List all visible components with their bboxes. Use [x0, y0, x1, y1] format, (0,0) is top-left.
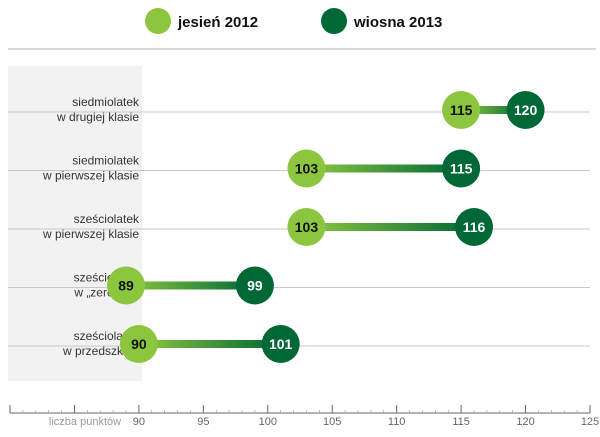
- point-spring: [506, 91, 545, 129]
- x-tick-label: 105: [323, 416, 341, 428]
- x-tick-label: 95: [197, 416, 209, 428]
- legend-marker-spring: [321, 8, 347, 34]
- category-label-line1: siedmiolatek: [72, 154, 140, 168]
- x-tick-label: 110: [388, 416, 406, 428]
- range-bar: [461, 106, 526, 114]
- x-tick-label: 120: [516, 416, 534, 428]
- point-spring: [442, 149, 481, 188]
- x-tick-label: 100: [259, 416, 277, 428]
- range-bar: [126, 281, 255, 290]
- value-label-autumn: 115: [450, 102, 473, 118]
- category-label-line2: w pierwszej klasie: [42, 227, 139, 241]
- range-bar: [306, 223, 474, 231]
- x-tick-label: 90: [133, 416, 145, 428]
- category-label-panel: [8, 66, 142, 381]
- value-label-spring: 115: [450, 161, 473, 177]
- x-tick-label: 115: [452, 416, 470, 428]
- point-spring: [455, 208, 493, 246]
- value-label-autumn: 89: [118, 278, 134, 294]
- point-spring: [261, 325, 300, 363]
- legend-label-autumn: jesień 2012: [177, 14, 258, 31]
- value-label-autumn: 103: [295, 219, 319, 235]
- legend: jesień 2012 wiosna 2013: [145, 8, 442, 34]
- x-tick-label: 125: [581, 416, 599, 428]
- category-label-line2: w drugiej klasie: [56, 110, 139, 124]
- point-autumn: [107, 266, 145, 305]
- point-autumn: [287, 149, 326, 188]
- x-axis-title: liczba punktów: [49, 416, 121, 428]
- x-axis: liczba punktów 90 95 100 105 110 115 120 125: [9, 405, 599, 428]
- value-label-spring: 116: [463, 219, 486, 235]
- value-label-spring: 120: [514, 102, 538, 118]
- point-autumn: [442, 91, 481, 129]
- value-label-spring: 101: [269, 336, 293, 352]
- point-autumn: [287, 208, 326, 246]
- value-label-spring: 99: [247, 278, 263, 294]
- point-autumn: [119, 325, 158, 363]
- point-spring: [235, 266, 274, 305]
- legend-marker-autumn: [145, 8, 171, 34]
- category-label-line1: siedmiolatek: [72, 95, 140, 109]
- range-bar: [138, 340, 281, 348]
- legend-label-spring: wiosna 2013: [353, 14, 442, 31]
- value-label-autumn: 103: [295, 161, 319, 177]
- category-label-line2: w przedszkolu: [62, 344, 139, 358]
- category-label-line2: w pierwszej klasie: [42, 169, 139, 183]
- value-label-autumn: 90: [131, 336, 147, 352]
- category-label-line1: sześciolatek: [74, 212, 140, 226]
- range-bar: [306, 164, 462, 173]
